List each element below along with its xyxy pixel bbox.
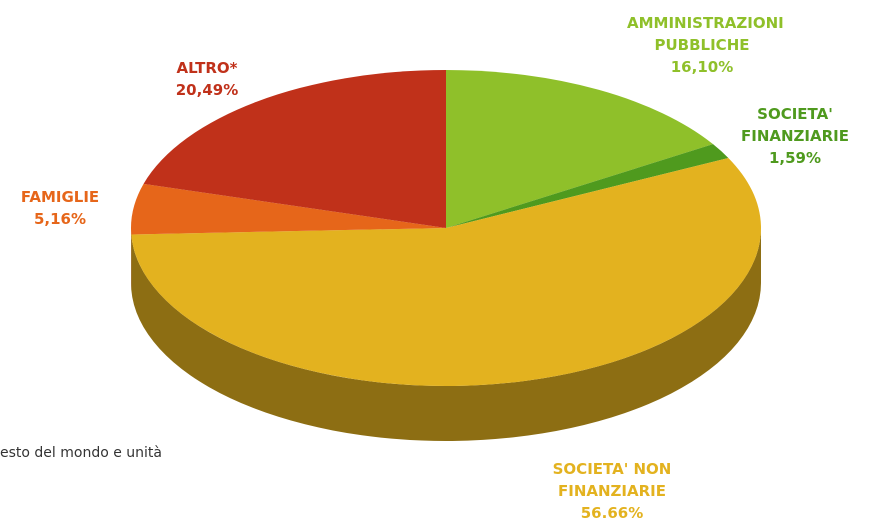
category-label: AMMINISTRAZIONI PUBBLICHE — [627, 14, 784, 54]
value-label: 20,49% — [175, 81, 239, 99]
value-label: 1,59% — [768, 149, 822, 167]
slice — [446, 70, 714, 228]
slice-label: ALTRO* 20,49% — [157, 57, 257, 101]
slice — [131, 183, 446, 235]
value-label: 5,16% — [33, 210, 87, 228]
value-label: 16,10% — [670, 58, 734, 76]
slice — [143, 70, 447, 228]
slice-label: AMMINISTRAZIONI PUBBLICHE 16,10% — [627, 12, 784, 78]
slice-label: FAMIGLIE 5,16% — [10, 186, 110, 230]
category-label: ALTRO* — [176, 59, 238, 77]
slice-side — [131, 228, 761, 441]
slice — [446, 144, 729, 228]
slice — [131, 157, 761, 386]
slice-label: SOCIETA' FINANZIARIE 1,59% — [740, 103, 850, 169]
category-label: SOCIETA' FINANZIARIE — [741, 105, 849, 145]
category-label: FAMIGLIE — [20, 188, 100, 206]
slice-label: SOCIETA' NON FINANZIARIE 56.66% — [552, 458, 672, 524]
footnote: esto del mondo e unità — [0, 445, 162, 461]
value-label: 56.66% — [580, 504, 644, 522]
category-label: SOCIETA' NON FINANZIARIE — [552, 460, 672, 500]
